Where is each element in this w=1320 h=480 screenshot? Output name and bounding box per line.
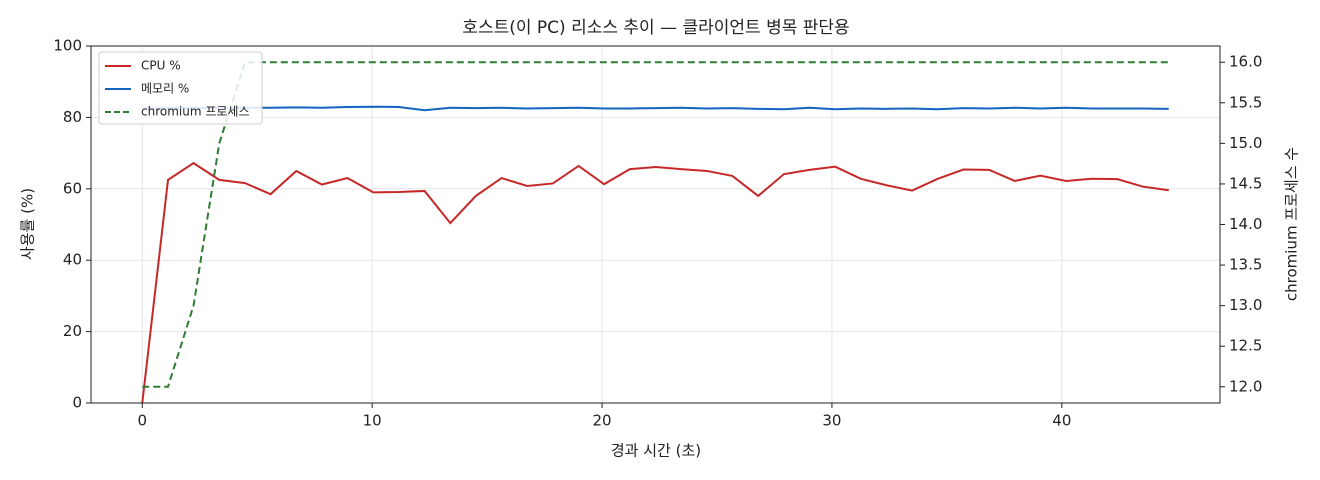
series-line [142,105,1169,112]
y2-axis-label: chromium 프로세스 수 [1283,147,1301,301]
x-tick-label: 30 [822,412,841,430]
y-axis-label: 사용률 (%) [19,188,37,260]
legend-label: chromium 프로세스 [141,105,250,119]
plot-frame [90,45,1221,404]
series-line [142,61,1169,388]
y-tick-label: 40 [63,251,82,269]
x-tick-label: 10 [363,412,382,430]
legend-label: 메모리 % [141,82,189,96]
y-tick-label: 80 [63,108,82,126]
y2-tick-label: 13.5 [1229,256,1262,274]
y-tick-label: 20 [63,322,82,340]
y2-tick-label: 16.0 [1229,53,1262,71]
y2-tick-label: 12.0 [1229,377,1262,395]
legend-box [98,51,263,125]
y2-tick-label: 14.0 [1229,215,1262,233]
y2-tick-label: 14.5 [1229,174,1262,192]
x-tick-label: 20 [593,412,612,430]
y-tick-label: 60 [63,179,82,197]
legend: CPU % 메모리 % chromium 프로세스 [98,51,263,125]
y2-tick-label: 15.0 [1229,134,1262,152]
y2-tick-label: 12.5 [1229,337,1262,355]
y-tick-label: 100 [53,37,82,55]
y2-tick-label: 15.5 [1229,93,1262,111]
legend-label: CPU % [141,59,181,73]
y2-tick-label: 13.0 [1229,296,1262,314]
x-tick-label: 40 [1052,412,1071,430]
series-line [141,161,1169,404]
chart-title: 호스트(이 PC) 리소스 추이 — 클라이언트 병목 판단용 [462,18,849,38]
x-tick-label: 0 [137,412,147,430]
x-axis-label: 경과 시간 (초) [611,442,701,460]
y-tick-label: 0 [72,394,82,412]
